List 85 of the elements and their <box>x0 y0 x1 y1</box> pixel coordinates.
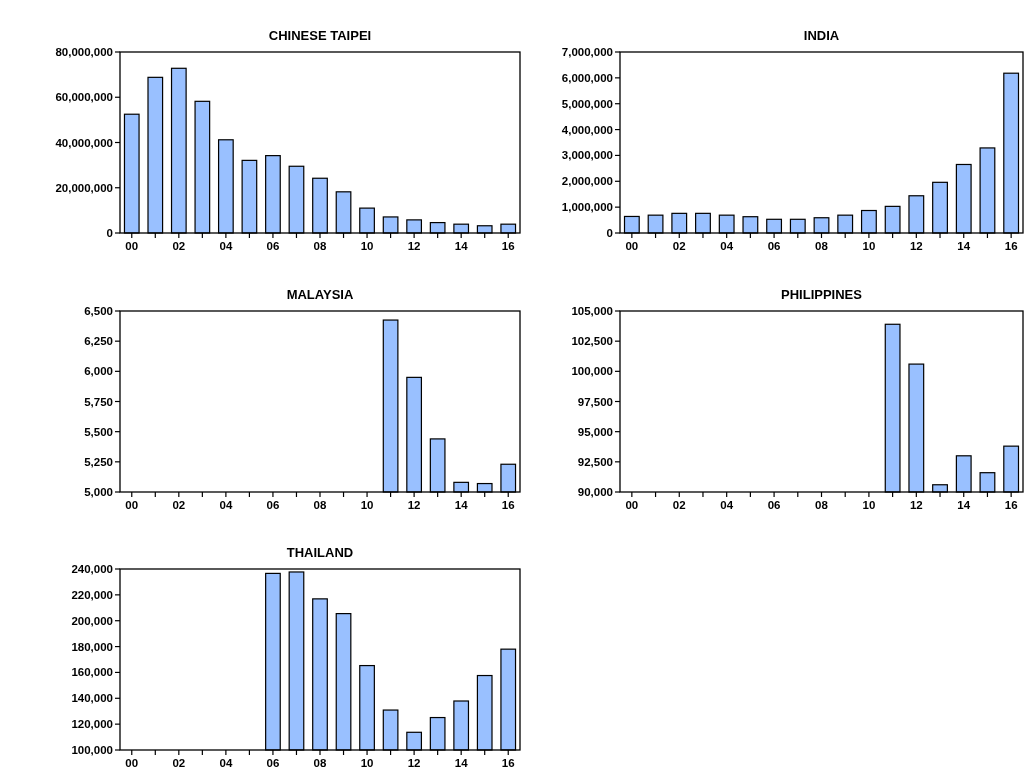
y-tick-label: 105,000 <box>571 305 613 318</box>
x-tick-label: 04 <box>720 240 734 252</box>
y-tick-label: 2,000,000 <box>561 175 613 188</box>
x-tick-label: 14 <box>957 499 971 511</box>
x-tick-label: 08 <box>313 757 327 769</box>
y-tick-label: 0 <box>106 227 113 240</box>
y-tick-label: 5,500 <box>84 425 113 438</box>
x-tick-label: 12 <box>909 240 923 252</box>
x-tick-label: 02 <box>172 499 186 511</box>
y-tick-label: 240,000 <box>71 563 113 576</box>
chart-title: THAILAND <box>286 545 354 560</box>
x-tick-label: 14 <box>454 240 469 252</box>
x-tick-label: 12 <box>909 499 923 511</box>
y-tick-label: 5,000,000 <box>561 97 613 110</box>
x-tick-label: 12 <box>407 499 421 511</box>
chart-title: PHILIPPINES <box>781 287 863 302</box>
y-tick-label: 40,000,000 <box>55 136 113 149</box>
x-tick-label: 08 <box>313 240 327 252</box>
x-tick-label: 04 <box>219 499 233 511</box>
x-tick-label: 04 <box>219 240 233 252</box>
y-tick-label: 6,000,000 <box>561 71 613 84</box>
x-tick-label: 14 <box>454 499 469 511</box>
y-tick-label: 5,750 <box>84 395 113 408</box>
x-tick-label: 10 <box>360 757 374 769</box>
x-tick-label: 16 <box>501 757 515 769</box>
y-tick-label: 100,000 <box>571 365 613 378</box>
x-tick-label: 06 <box>767 240 781 252</box>
y-tick-label: 20,000,000 <box>55 181 113 194</box>
x-tick-label: 00 <box>625 240 639 252</box>
x-tick-label: 16 <box>1004 240 1018 252</box>
x-tick-label: 02 <box>672 240 686 252</box>
x-tick-label: 04 <box>720 499 734 511</box>
x-tick-label: 00 <box>125 499 139 511</box>
y-tick-label: 97,500 <box>577 395 613 408</box>
y-tick-label: 140,000 <box>71 692 113 705</box>
y-tick-label: 5,250 <box>84 455 113 468</box>
y-tick-label: 160,000 <box>71 666 113 679</box>
y-tick-label: 1,000,000 <box>561 201 613 214</box>
x-tick-label: 08 <box>815 240 829 252</box>
x-tick-label: 10 <box>862 240 876 252</box>
x-tick-label: 06 <box>266 499 280 511</box>
x-tick-label: 00 <box>125 757 139 769</box>
chart-title: CHINESE TAIPEI <box>268 28 372 43</box>
x-tick-label: 16 <box>501 499 515 511</box>
x-tick-label: 14 <box>957 240 971 252</box>
y-tick-label: 92,500 <box>577 455 613 468</box>
x-tick-label: 12 <box>407 757 421 769</box>
x-tick-label: 00 <box>625 499 639 511</box>
x-tick-label: 04 <box>219 757 233 769</box>
x-tick-label: 16 <box>501 240 515 252</box>
chart-title: INDIA <box>803 28 840 43</box>
x-tick-label: 08 <box>313 499 327 511</box>
y-tick-label: 5,000 <box>84 486 113 499</box>
x-tick-label: 08 <box>815 499 829 511</box>
y-tick-label: 120,000 <box>71 718 113 731</box>
x-tick-label: 06 <box>266 240 280 252</box>
x-tick-label: 02 <box>172 757 186 769</box>
x-tick-label: 06 <box>767 499 781 511</box>
y-tick-label: 102,500 <box>571 335 613 348</box>
y-tick-label: 6,500 <box>84 305 113 318</box>
y-tick-label: 3,000,000 <box>561 149 613 162</box>
y-tick-label: 60,000,000 <box>55 91 113 104</box>
y-tick-label: 180,000 <box>71 640 113 653</box>
x-tick-label: 00 <box>125 240 139 252</box>
y-tick-label: 90,000 <box>577 486 613 499</box>
chart-title: MALAYSIA <box>286 287 354 302</box>
x-tick-label: 14 <box>454 757 469 769</box>
y-tick-label: 95,000 <box>577 425 613 438</box>
y-tick-label: 80,000,000 <box>55 46 113 59</box>
x-tick-label: 10 <box>360 499 374 511</box>
x-tick-label: 02 <box>172 240 186 252</box>
y-tick-label: 0 <box>606 227 613 240</box>
x-tick-label: 12 <box>407 240 421 252</box>
x-tick-label: 10 <box>862 499 876 511</box>
y-tick-label: 7,000,000 <box>561 46 613 59</box>
x-tick-label: 16 <box>1004 499 1018 511</box>
y-tick-label: 100,000 <box>71 744 113 757</box>
y-tick-label: 4,000,000 <box>561 123 613 136</box>
y-tick-label: 6,250 <box>84 335 113 348</box>
x-tick-label: 02 <box>672 499 686 511</box>
x-tick-label: 06 <box>266 757 280 769</box>
y-tick-label: 200,000 <box>71 614 113 627</box>
x-tick-label: 10 <box>360 240 374 252</box>
y-tick-label: 220,000 <box>71 588 113 601</box>
y-tick-label: 6,000 <box>84 365 113 378</box>
